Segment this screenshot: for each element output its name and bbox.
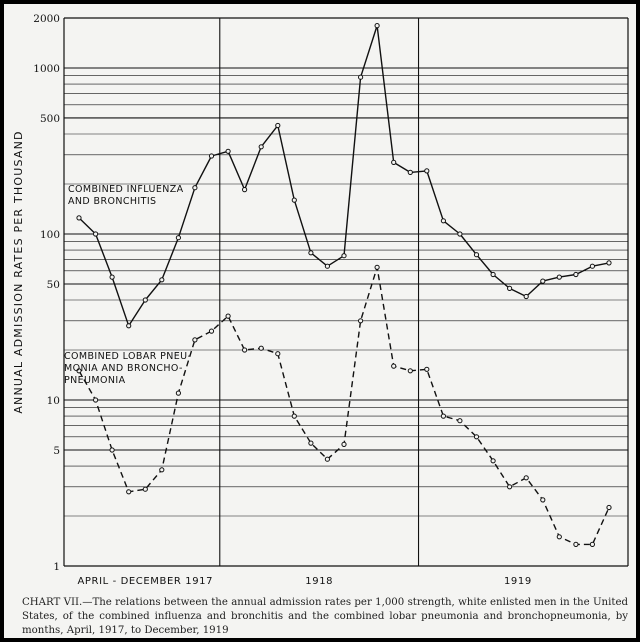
data-point-s2-1919-06 [507,484,513,490]
x-period-label-2: 1918 [305,576,333,587]
data-point-s2-1919-10 [573,541,579,548]
data-point-s2-1917-04 [76,368,82,374]
chart-svg: 1 5 10 50 100 500 1000 2000 APRIL - DECEMBER 19… [12,13,629,587]
data-point-s1-1919-07 [523,293,529,300]
data-point-s1-1918-07 [324,263,330,269]
data-point-s2-1918-10 [374,264,380,270]
chart-frame: 1 5 10 50 100 500 1000 2000 APRIL - DECEMBER 19… [4,4,636,638]
data-point-s1-1917-04 [76,215,82,221]
data-point-s1-1917-09 [159,277,165,283]
data-point-s1-1917-12 [208,153,215,159]
data-point-s2-1918-02 [242,347,248,353]
data-point-s2-1919-09 [556,534,562,540]
y-tick-label-1: 1 [53,561,60,573]
data-point-s1-1917-07 [126,323,132,329]
data-point-s2-1918-09 [358,318,364,324]
data-point-s1-1919-10 [573,271,579,278]
data-point-s2-1917-09 [159,467,165,473]
data-point-s2-1917-06 [109,447,115,453]
data-point-s2-1919-04 [473,434,480,440]
data-point-s2-1919-07 [523,475,529,481]
influenza-label-line2: AND BRONCHITIS [68,196,156,207]
data-point-s1-1918-09 [358,74,364,80]
y-tick-label-1000: 1000 [33,63,60,75]
series-lines [78,24,610,546]
data-point-s1-1919-06 [507,285,513,291]
data-point-s1-1918-12 [407,169,413,175]
data-point-s1-1917-11 [192,185,198,191]
data-point-s1-1919-02 [440,218,446,224]
data-points [76,23,612,548]
data-point-s2-1919-08 [540,497,546,503]
influenza-series-label: COMBINED INFLUENZA AND BRONCHITIS [68,184,184,207]
data-point-s2-1917-07 [126,489,132,495]
data-point-s2-1918-07 [324,456,330,462]
data-point-s1-1917-06 [109,274,115,280]
y-tick-label-2000: 2000 [33,13,60,25]
data-point-s2-1919-02 [440,413,446,419]
data-point-s2-1919-05 [490,458,496,464]
data-point-s2-1918-04 [275,351,281,357]
data-point-s1-1918-06 [308,250,314,256]
data-point-s2-1919-11 [589,541,596,548]
data-point-s1-1919-11 [589,263,596,269]
data-point-s1-1918-05 [291,197,297,203]
data-point-s1-1919-09 [556,274,562,280]
data-point-s2-1918-11 [391,363,397,369]
pneumonia-series-label: COMBINED LOBAR PNEU- MONIA AND BRONCHO- … [64,351,191,386]
influenza-label-line1: COMBINED INFLUENZA [68,184,184,195]
data-point-s2-1918-06 [308,440,314,446]
chart-caption: CHART VII.—The relations between the ann… [22,597,628,636]
y-tick-label-50: 50 [47,279,60,291]
data-point-s1-1919-03 [457,231,463,237]
y-tick-label-10: 10 [47,395,60,407]
data-point-s1-1917-10 [175,235,181,241]
data-point-s1-1918-08 [341,253,347,259]
data-point-s2-1917-12 [208,328,215,334]
data-point-s2-1919-01 [424,366,430,372]
data-point-s1-1918-01 [225,148,231,154]
data-point-s2-1917-08 [142,486,148,492]
pneumonia-label-line2: MONIA AND BRONCHO- [64,363,183,374]
y-tick-label-100: 100 [40,229,60,241]
data-point-s2-1918-03 [258,345,264,351]
data-point-s1-1919-05 [490,271,496,278]
data-point-s1-1917-05 [93,231,99,237]
y-tick-label-5: 5 [53,445,60,457]
x-period-labels: APRIL - DECEMBER 1917 1918 1919 [77,576,531,587]
y-axis-label: ANNUAL ADMISSION RATES PER THOUSAND [12,130,25,413]
grid-lines [63,17,629,567]
data-point-s1-1918-10 [374,23,380,29]
data-point-s2-1918-01 [225,313,231,319]
series-line-2 [78,266,610,546]
data-point-s1-1918-04 [275,122,281,129]
data-point-s2-1918-05 [291,413,297,419]
data-point-s1-1918-03 [258,144,264,150]
data-point-s2-1918-12 [407,368,413,374]
data-point-s2-1918-08 [341,441,347,447]
y-tick-labels: 1 5 10 50 100 500 1000 2000 [33,13,60,573]
data-point-s1-1918-02 [242,187,248,193]
data-point-s1-1919-08 [540,278,546,284]
data-point-s2-1917-05 [93,397,99,403]
series-line-1 [78,24,610,327]
data-point-s1-1919-12 [606,260,612,266]
data-point-s2-1919-03 [457,418,463,424]
pneumonia-label-line1: COMBINED LOBAR PNEU- [64,351,191,362]
x-period-label-3: 1919 [504,576,532,587]
data-point-s1-1919-04 [473,252,480,258]
y-tick-label-500: 500 [40,113,60,125]
data-point-s1-1919-01 [424,168,430,174]
data-point-s2-1917-11 [192,337,198,343]
data-point-s2-1919-12 [606,504,612,511]
data-point-s1-1917-08 [142,297,148,303]
x-period-label-1: APRIL - DECEMBER 1917 [77,576,213,587]
pneumonia-label-line3: PNEUMONIA [64,375,126,386]
data-point-s2-1917-10 [175,390,181,396]
data-point-s1-1918-11 [391,159,397,165]
